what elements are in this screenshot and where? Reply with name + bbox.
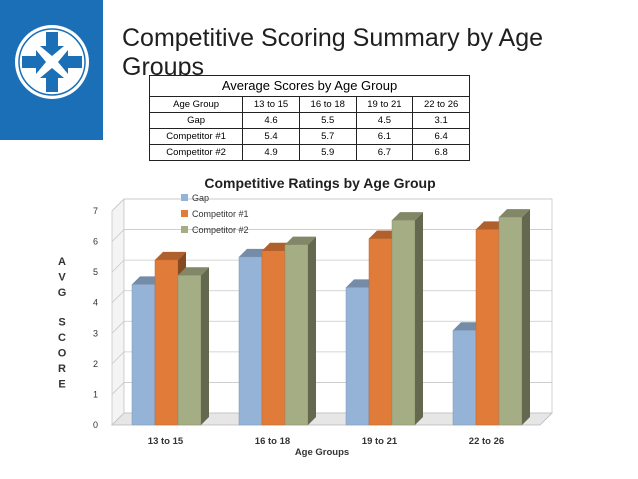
legend-swatch	[181, 194, 188, 201]
y-tick-label: 5	[93, 267, 98, 277]
bar-top	[178, 267, 209, 276]
table-cell: 4.9	[242, 144, 300, 161]
bar	[345, 287, 370, 426]
bar	[131, 284, 156, 426]
scores-table: Age Group 13 to 15 16 to 18 19 to 21 22 …	[148, 96, 470, 161]
table-cell: 6.8	[412, 144, 470, 161]
table-cell: 5.9	[298, 144, 357, 161]
x-tick-label: 16 to 18	[255, 436, 290, 447]
bar-side	[415, 212, 423, 425]
y-tick-label: 6	[93, 237, 98, 247]
y-axis-label-letter: C	[58, 332, 66, 344]
chart-title: Competitive Ratings by Age Group	[204, 175, 435, 191]
bar-top	[499, 209, 530, 218]
bar-top	[155, 251, 186, 260]
x-tick-label: 22 to 26	[469, 436, 504, 447]
side-wall	[111, 198, 125, 426]
legend-label: Competitor #1	[192, 209, 249, 219]
bar	[154, 259, 179, 426]
y-tick-label: 0	[93, 420, 98, 430]
average-scores-table: Average Scores by Age Group Age Group 13…	[148, 75, 470, 161]
table-row: Competitor #2 4.9 5.9 6.7 6.8	[148, 144, 470, 161]
bar	[475, 229, 500, 426]
y-axis-label-letter: R	[58, 363, 66, 375]
y-axis-label-letter: O	[58, 348, 67, 360]
x-tick-label: 19 to 21	[362, 436, 398, 447]
bar	[177, 274, 202, 426]
x-axis-label: Age Groups	[295, 447, 349, 458]
y-tick-label: 1	[93, 389, 98, 399]
y-tick-label: 3	[93, 328, 98, 338]
table-cell: Competitor #2	[148, 144, 244, 161]
table-cell: 5.5	[298, 112, 357, 129]
bar-side	[308, 236, 316, 425]
bar	[498, 216, 523, 426]
bar	[368, 238, 393, 426]
y-axis-label-letter: V	[58, 272, 66, 284]
y-tick-label: 2	[93, 359, 98, 369]
legend-swatch	[181, 210, 188, 217]
y-tick-label: 4	[93, 298, 98, 308]
y-axis-label-letter: E	[58, 379, 65, 391]
bar	[284, 244, 309, 426]
bar-top	[392, 212, 423, 221]
legend-label: Gap	[192, 193, 209, 203]
table-row: Competitor #1 5.4 5.7 6.1 6.4	[148, 128, 470, 145]
logo-icon	[15, 25, 89, 99]
y-axis-label-letter: G	[58, 287, 67, 299]
gridline	[111, 198, 552, 212]
bar	[452, 329, 477, 426]
table-caption: Average Scores by Age Group	[149, 75, 470, 96]
bar-side	[522, 209, 530, 425]
bar-top	[285, 236, 316, 245]
bar	[261, 250, 286, 426]
bar	[238, 256, 263, 426]
bar-side	[201, 267, 209, 425]
logo-panel	[0, 0, 103, 140]
y-axis-label-letter: S	[58, 317, 65, 329]
y-tick-label: 7	[93, 206, 98, 216]
y-axis-label-letter: A	[58, 256, 66, 268]
legend-swatch	[181, 226, 188, 233]
x-tick-label: 13 to 15	[148, 436, 184, 447]
bar	[391, 219, 416, 426]
legend-label: Competitor #2	[192, 225, 249, 235]
